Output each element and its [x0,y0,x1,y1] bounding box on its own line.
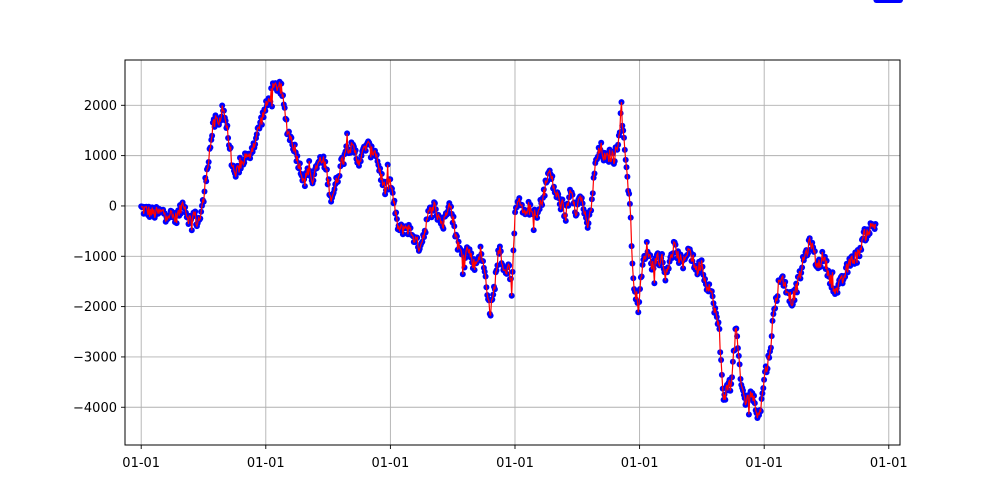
x-tick-label: 01-01 [745,456,783,471]
y-tick-label: −3000 [73,350,117,365]
y-tick-label: −2000 [73,300,117,315]
grid-lines [125,60,900,445]
y-tick-label: 2000 [84,99,117,114]
axis-ticks [121,104,890,449]
x-tick-label: 01-01 [496,456,534,471]
data-point [897,0,903,3]
series-line [140,81,877,419]
plot-area [138,0,903,421]
x-tick-label: 01-01 [122,456,160,471]
x-tick-label: 01-01 [621,456,659,471]
y-tick-label: −4000 [73,401,117,416]
x-tick-label: 01-01 [372,456,410,471]
x-tick-label: 01-01 [870,456,908,471]
y-tick-label: 1000 [84,149,117,164]
axes-frame [124,59,901,446]
y-tick-label: −1000 [73,250,117,265]
y-tick-label: 0 [109,199,117,214]
x-tick-label: 01-01 [247,456,285,471]
